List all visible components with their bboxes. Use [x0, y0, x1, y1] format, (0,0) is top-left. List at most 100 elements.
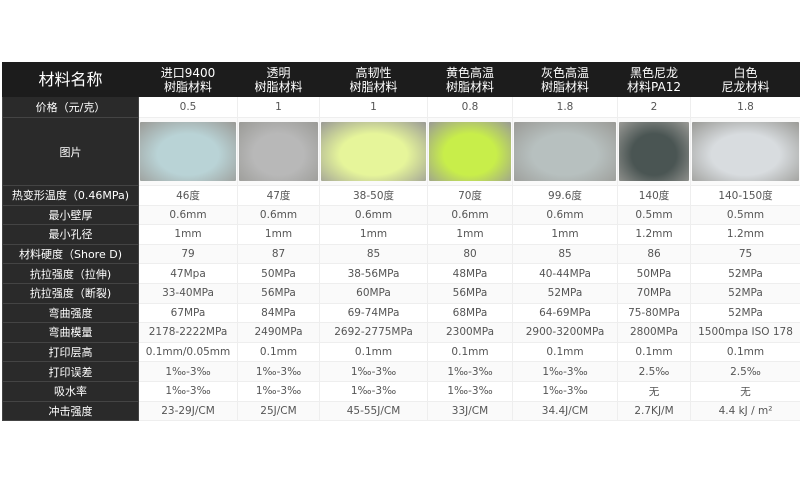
spec-cell: 2.5‰: [690, 361, 800, 382]
spec-cell: 2490MPa: [237, 322, 320, 343]
material-name-line2: 树脂材料: [254, 79, 303, 94]
row-label: 吸水率: [2, 380, 139, 402]
price-row: 价格（元/克） 0.5 1 1 0.8 1.8 2 1.8: [2, 96, 800, 118]
material-photo: [429, 122, 511, 181]
spec-cell: 50MPa: [617, 263, 691, 284]
spec-cell: 1‰-3‰: [138, 361, 238, 382]
material-header: 进口9400 树脂材料: [138, 62, 238, 97]
spec-row: 吸水率 1‰-3‰ 1‰-3‰ 1‰-3‰ 1‰-3‰ 1‰-3‰ 无无: [2, 380, 800, 402]
spec-cell: 2.5‰: [617, 361, 691, 382]
spec-cell: 50MPa: [237, 263, 320, 284]
spec-cell: 1‰-3‰: [512, 361, 618, 382]
spec-cell: 0.5mm: [617, 204, 691, 226]
spec-cell: 52MPa: [690, 282, 800, 304]
spec-cell: 0.6mm: [319, 204, 428, 226]
spec-row: 材料硬度（Shore D) 79 87 85 80 85 86 75: [2, 243, 800, 265]
spec-cell: 0.6mm: [512, 204, 618, 226]
material-name-line2: 尼龙材料: [721, 79, 770, 94]
material-name-line2: 材料PA12: [627, 79, 681, 94]
spec-cell: 85: [512, 243, 618, 265]
spec-cell: 0.1mm: [237, 341, 320, 363]
spec-cell: 1mm: [512, 224, 618, 245]
spec-row: 热变形温度（0.46MPa) 46度 47度 38-50度 70度 99.6度 140度 14…: [2, 185, 800, 206]
price-cell: 1.8: [690, 96, 800, 118]
spec-cell: 34.4J/CM: [512, 400, 618, 422]
material-photo-cell: [427, 117, 513, 186]
spec-cell: 56MPa: [237, 282, 320, 304]
spec-cell: 1500mpa ISO 178: [690, 322, 800, 343]
spec-cell: 47Mpa: [138, 263, 238, 284]
spec-row: 弯曲强度 67MPa 84MPa 69-74MPa 68MPa 64-69MPa 75-80…: [2, 302, 800, 324]
spec-cell: 75: [690, 243, 800, 265]
material-name-line1: 透明: [266, 65, 291, 80]
spec-cell: 1mm: [319, 224, 428, 245]
spec-cell: 84MPa: [237, 302, 320, 324]
material-name-line1: 黄色高温: [445, 65, 494, 80]
material-photo: [692, 122, 799, 181]
row-label: 最小壁厚: [2, 204, 139, 226]
row-label: 冲击强度: [2, 400, 139, 422]
row-label: 图片: [2, 117, 139, 186]
material-name-line2: 树脂材料: [445, 79, 494, 94]
spec-cell: 2692-2775MPa: [319, 322, 428, 343]
spec-cell: 23-29J/CM: [138, 400, 238, 422]
spec-cell: 0.6mm: [427, 204, 513, 226]
row-label: 最小孔径: [2, 224, 139, 245]
price-cell: 1: [237, 96, 320, 118]
row-label: 弯曲模量: [2, 322, 139, 343]
spec-cell: 1‰-3‰: [237, 380, 320, 402]
material-photo: [140, 122, 236, 181]
spec-row: 打印误差 1‰-3‰ 1‰-3‰ 1‰-3‰ 1‰-3‰ 1‰-3‰ 2.5‰ 2.5‰: [2, 361, 800, 382]
spec-cell: 2800MPa: [617, 322, 691, 343]
material-header: 黄色高温 树脂材料: [427, 62, 513, 97]
material-photo: [514, 122, 616, 181]
material-header: 黑色尼龙 材料PA12: [617, 62, 691, 97]
row-label: 材料硬度（Shore D): [2, 243, 139, 265]
material-photo-cell: [512, 117, 618, 186]
material-comparison-table: 材料名称 进口9400 树脂材料 透明 树脂材料 高韧性 树脂材料 黄色高温 树脂材料 灰色高温…: [2, 62, 800, 422]
spec-cell: 1‰-3‰: [427, 361, 513, 382]
spec-cell: 1.2mm: [617, 224, 691, 245]
spec-cell: 0.1mm: [512, 341, 618, 363]
spec-cell: 2300MPa: [427, 322, 513, 343]
material-photo-cell: [237, 117, 320, 186]
spec-cell: 70MPa: [617, 282, 691, 304]
material-photo: [619, 122, 689, 181]
spec-cell: 2178-2222MPa: [138, 322, 238, 343]
price-cell: 1.8: [512, 96, 618, 118]
spec-cell: 33J/CM: [427, 400, 513, 422]
spec-cell: 64-69MPa: [512, 302, 618, 324]
material-photo: [321, 122, 426, 181]
spec-cell: 80: [427, 243, 513, 265]
spec-cell: 47度: [237, 185, 320, 206]
spec-cell: 45-55J/CM: [319, 400, 428, 422]
spec-cell: 38-50度: [319, 185, 428, 206]
spec-cell: 48MPa: [427, 263, 513, 284]
spec-row: 冲击强度 23-29J/CM 25J/CM 45-55J/CM 33J/CM 34.4J/…: [2, 400, 800, 422]
material-name-line2: 树脂材料: [349, 79, 398, 94]
row-label: 打印误差: [2, 361, 139, 382]
spec-cell: 无: [690, 380, 800, 402]
material-photo-cell: [319, 117, 428, 186]
row-label: 打印层高: [2, 341, 139, 363]
spec-cell: 75-80MPa: [617, 302, 691, 324]
row-label: 弯曲强度: [2, 302, 139, 324]
material-name-line1: 灰色高温: [540, 65, 589, 80]
spec-cell: 0.1mm/0.05mm: [138, 341, 238, 363]
spec-cell: 无: [617, 380, 691, 402]
price-cell: 2: [617, 96, 691, 118]
material-header: 白色 尼龙材料: [690, 62, 800, 97]
spec-cell: 140-150度: [690, 185, 800, 206]
spec-row: 抗拉强度（断裂) 33-40MPa 56MPa 60MPa 56MPa 52MPa 70MP…: [2, 282, 800, 304]
spec-cell: 25J/CM: [237, 400, 320, 422]
spec-cell: 1‰-3‰: [512, 380, 618, 402]
spec-row: 弯曲模量 2178-2222MPa 2490MPa 2692-2775MPa 2300M…: [2, 322, 800, 343]
header-row: 材料名称 进口9400 树脂材料 透明 树脂材料 高韧性 树脂材料 黄色高温 树脂材料 灰色高温…: [2, 62, 800, 97]
material-photo-cell: [617, 117, 691, 186]
price-cell: 0.8: [427, 96, 513, 118]
spec-cell: 68MPa: [427, 302, 513, 324]
spec-cell: 46度: [138, 185, 238, 206]
spec-cell: 4.4 kJ / m²: [690, 400, 800, 422]
row-label: 抗拉强度（断裂): [2, 282, 139, 304]
material-name-line1: 高韧性: [355, 65, 392, 80]
